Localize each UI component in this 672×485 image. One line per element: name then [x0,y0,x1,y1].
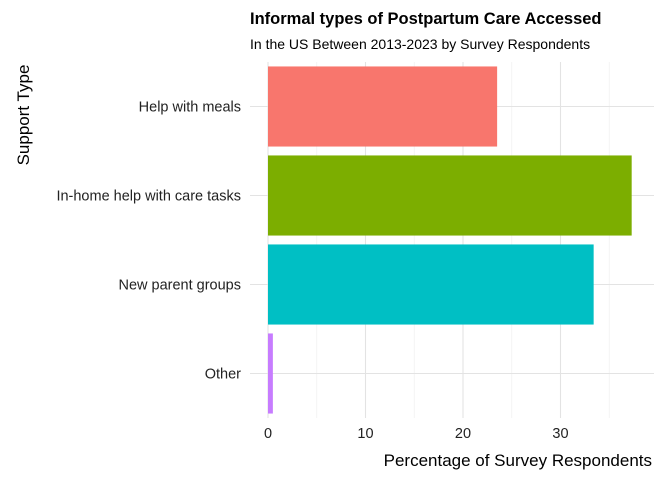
y-tick-label: Other [205,367,241,383]
x-axis-tick-labels: 0 10 20 30 [264,426,569,442]
y-axis-label: Support Type [14,65,33,166]
bar [268,333,273,414]
bar [268,155,632,236]
y-tick-label: Help with meals [139,100,241,116]
x-tick-label: 10 [357,426,373,442]
bar [268,244,594,325]
chart-subtitle: In the US Between 2013-2023 by Survey Re… [250,36,590,52]
x-tick-label: 20 [455,426,471,442]
bar [268,66,498,147]
chart-title: Informal types of Postpartum Care Access… [250,10,602,28]
x-tick-label: 0 [264,426,272,442]
x-tick-label: 30 [552,426,568,442]
y-tick-label: In-home help with care tasks [56,189,241,205]
y-axis-tick-labels: Help with meals In-home help with care ta… [56,100,241,383]
bars [268,66,632,414]
y-tick-label: New parent groups [118,278,241,294]
x-axis-label: Percentage of Survey Respondents [384,451,652,470]
